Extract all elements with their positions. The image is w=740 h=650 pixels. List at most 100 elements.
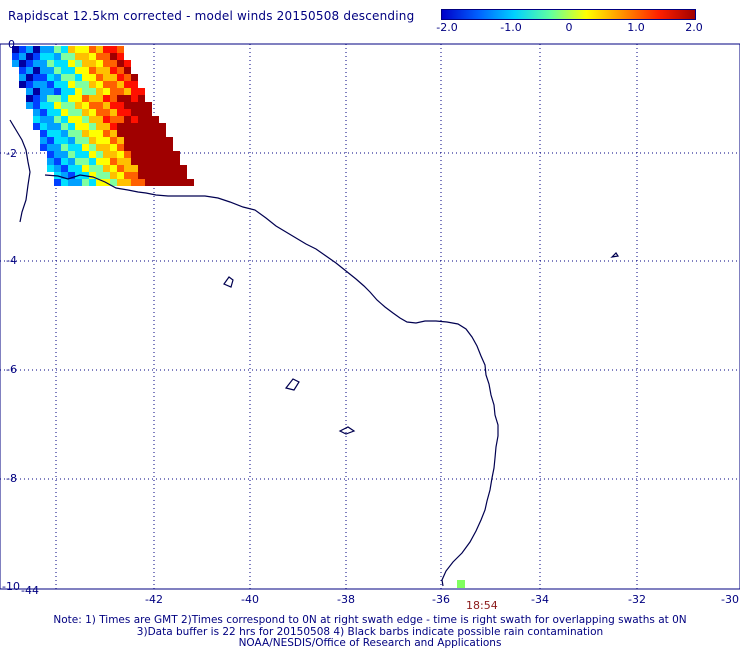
wind-cell xyxy=(33,81,40,88)
wind-cell xyxy=(124,60,131,67)
wind-cell xyxy=(103,46,110,53)
wind-cell xyxy=(26,53,33,60)
wind-cell xyxy=(152,137,159,144)
wind-cell xyxy=(61,88,68,95)
wind-cell xyxy=(159,137,166,144)
wind-cell xyxy=(89,67,96,74)
wind-cell xyxy=(138,158,145,165)
wind-cell xyxy=(68,81,75,88)
coastline xyxy=(44,174,499,587)
wind-cell xyxy=(68,116,75,123)
wind-cell xyxy=(110,137,117,144)
x-tick: -44 xyxy=(21,584,39,597)
wind-cell xyxy=(89,144,96,151)
wind-cell xyxy=(54,137,61,144)
wind-cell xyxy=(159,179,166,186)
wind-cell xyxy=(138,151,145,158)
wind-cell xyxy=(68,151,75,158)
wind-cell xyxy=(40,109,47,116)
footnote-line: NOAA/NESDIS/Office of Research and Appli… xyxy=(238,637,502,649)
colorbar-label: 2.0 xyxy=(685,21,703,34)
wind-cell xyxy=(187,179,194,186)
wind-cell xyxy=(117,60,124,67)
wind-cell xyxy=(110,116,117,123)
wind-cell xyxy=(96,158,103,165)
wind-cell xyxy=(40,102,47,109)
wind-cell xyxy=(47,151,54,158)
wind-cell xyxy=(117,88,124,95)
x-tick: -32 xyxy=(628,593,646,606)
wind-cell xyxy=(89,165,96,172)
wind-cell xyxy=(89,137,96,144)
wind-cell xyxy=(68,95,75,102)
wind-cell xyxy=(124,88,131,95)
wind-cell xyxy=(110,165,117,172)
wind-cell xyxy=(103,172,110,179)
wind-cell xyxy=(166,151,173,158)
wind-cell xyxy=(138,123,145,130)
wind-cell xyxy=(82,102,89,109)
wind-cell xyxy=(145,158,152,165)
wind-cell xyxy=(89,81,96,88)
footnotes: Note: 1) Times are GMT 2)Times correspon… xyxy=(0,614,740,650)
wind-cell xyxy=(61,151,68,158)
wind-cell xyxy=(152,165,159,172)
wind-cell xyxy=(103,74,110,81)
wind-cell xyxy=(19,60,26,67)
wind-cell xyxy=(166,172,173,179)
wind-cell xyxy=(117,179,124,186)
island xyxy=(610,252,620,258)
wind-cell xyxy=(138,88,145,95)
wind-cell xyxy=(117,95,124,102)
y-tick: -4 xyxy=(6,254,17,267)
wind-cell xyxy=(138,137,145,144)
wind-cell xyxy=(89,95,96,102)
wind-cell xyxy=(61,102,68,109)
wind-cell xyxy=(47,95,54,102)
wind-cell xyxy=(110,172,117,179)
wind-cell xyxy=(54,109,61,116)
wind-cell xyxy=(145,165,152,172)
wind-cell xyxy=(82,137,89,144)
wind-cell xyxy=(61,116,68,123)
wind-cell xyxy=(26,46,33,53)
wind-cell xyxy=(117,130,124,137)
wind-cell xyxy=(75,60,82,67)
wind-cell xyxy=(47,74,54,81)
wind-cell xyxy=(145,130,152,137)
wind-cell xyxy=(47,130,54,137)
wind-cell xyxy=(96,123,103,130)
wind-cell xyxy=(82,116,89,123)
wind-cell xyxy=(103,151,110,158)
wind-cell xyxy=(117,74,124,81)
island xyxy=(223,276,234,288)
wind-cell xyxy=(131,137,138,144)
wind-cell xyxy=(68,158,75,165)
wind-cell xyxy=(54,144,61,151)
wind-cell xyxy=(47,81,54,88)
wind-cell xyxy=(26,67,33,74)
wind-cell xyxy=(12,60,19,67)
wind-cell xyxy=(173,172,180,179)
chart-title: Rapidscat 12.5km corrected - model winds… xyxy=(8,9,415,23)
wind-cell xyxy=(54,116,61,123)
wind-cell xyxy=(75,151,82,158)
wind-cell xyxy=(159,144,166,151)
wind-cell xyxy=(68,46,75,53)
wind-cell xyxy=(68,102,75,109)
wind-cell xyxy=(145,172,152,179)
coastline-west xyxy=(9,119,31,223)
wind-cell xyxy=(96,116,103,123)
wind-cell xyxy=(12,46,19,53)
wind-cell xyxy=(33,60,40,67)
wind-cell xyxy=(68,137,75,144)
wind-anomaly-cells xyxy=(12,46,194,186)
wind-cell xyxy=(124,74,131,81)
wind-cell xyxy=(40,67,47,74)
y-tick: -10 xyxy=(2,580,20,593)
wind-cell xyxy=(47,46,54,53)
wind-cell xyxy=(124,179,131,186)
wind-cell xyxy=(75,46,82,53)
wind-cell xyxy=(110,144,117,151)
